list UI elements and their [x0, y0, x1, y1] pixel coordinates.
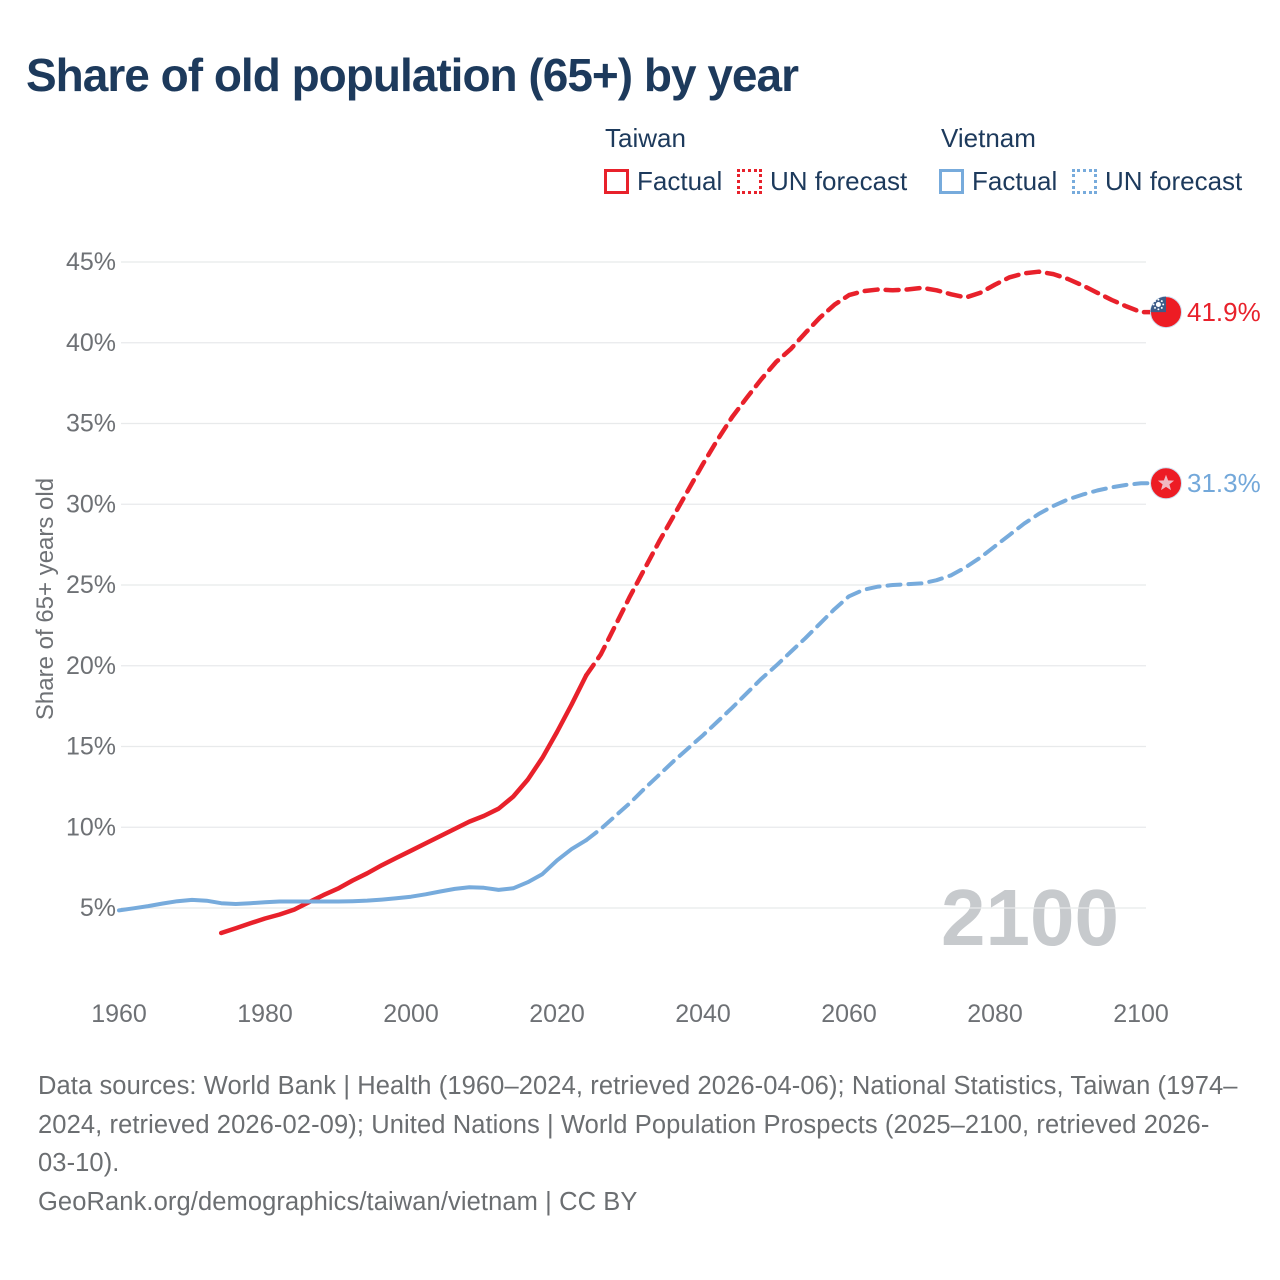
legend-item-label: UN forecast [770, 166, 908, 196]
gridlines [121, 261, 1146, 909]
taiwan-flag-icon [1150, 296, 1182, 329]
y-tick-label: 30% [66, 490, 116, 518]
y-tick-label: 20% [66, 652, 116, 680]
chart-title: Share of old population (65+) by year [26, 49, 799, 101]
y-tick-label: 35% [66, 410, 116, 438]
y-tick-label: 25% [66, 571, 116, 599]
footer-line: Data sources: World Bank | Health (1960–… [38, 1072, 1238, 1100]
legend-item-taiwan-factual[interactable]: Factual [604, 166, 722, 197]
legend-item-label: Factual [972, 166, 1058, 196]
vietnam-flag-icon [1150, 467, 1182, 500]
legend-group-taiwan: Taiwan [605, 123, 686, 153]
watermark-year: 2100 [941, 873, 1119, 962]
taiwan-end-value-label: 41.9% [1187, 297, 1261, 328]
y-tick-label: 40% [66, 329, 116, 357]
series-vietnam-factual [117, 838, 589, 913]
x-tick-label: 2000 [383, 1000, 439, 1028]
taiwan-factual-swatch-icon [604, 169, 629, 194]
footer-line: 2024, retrieved 2026-02-09); United Nati… [38, 1110, 1210, 1139]
x-tick-label: 2100 [1113, 1000, 1169, 1028]
legend-item-vietnam-factual[interactable]: Factual [939, 166, 1057, 197]
x-tick-label: 2020 [529, 1000, 585, 1028]
series-lines [117, 269, 1156, 936]
taiwan-forecast-swatch-icon [737, 169, 762, 194]
series-taiwan-un-forecast [583, 269, 1156, 678]
footer-line: 03-10). [38, 1149, 120, 1178]
legend-item-label: UN forecast [1105, 166, 1243, 196]
x-tick-label: 2080 [967, 1000, 1023, 1028]
x-tick-label: 2060 [821, 1000, 877, 1028]
legend-item-label: Factual [637, 166, 723, 196]
x-tick-label: 1960 [91, 1000, 147, 1028]
footer-line: GeoRank.org/demographics/taiwan/vietnam … [38, 1188, 638, 1217]
footer-sources: Data sources: World Bank | Health (1960–… [38, 1067, 1238, 1222]
vietnam-forecast-swatch-icon [1072, 169, 1097, 194]
series-vietnam-un-forecast [584, 481, 1155, 843]
y-tick-label: 5% [80, 894, 116, 922]
x-tick-label: 1980 [237, 1000, 293, 1028]
legend-item-vietnam-forecast[interactable]: UN forecast [1072, 166, 1242, 197]
y-axis-ticks: 5% 10% 15% 20% 25% 30% 35% 40% 45% [66, 248, 116, 922]
x-axis-ticks: 1960 1980 2000 2020 2040 2060 2080 2100 [91, 1000, 1169, 1028]
legend-group-vietnam: Vietnam [941, 123, 1036, 153]
y-tick-label: 10% [66, 813, 116, 841]
y-tick-label: 15% [66, 733, 116, 761]
vietnam-end-value-label: 31.3% [1187, 468, 1261, 499]
y-tick-label: 45% [66, 248, 116, 276]
y-axis-label: Share of 65+ years old [32, 477, 59, 721]
x-tick-label: 2040 [675, 1000, 731, 1028]
legend-item-taiwan-forecast[interactable]: UN forecast [737, 166, 907, 197]
vietnam-factual-swatch-icon [939, 169, 964, 194]
series-taiwan-factual [218, 673, 589, 936]
